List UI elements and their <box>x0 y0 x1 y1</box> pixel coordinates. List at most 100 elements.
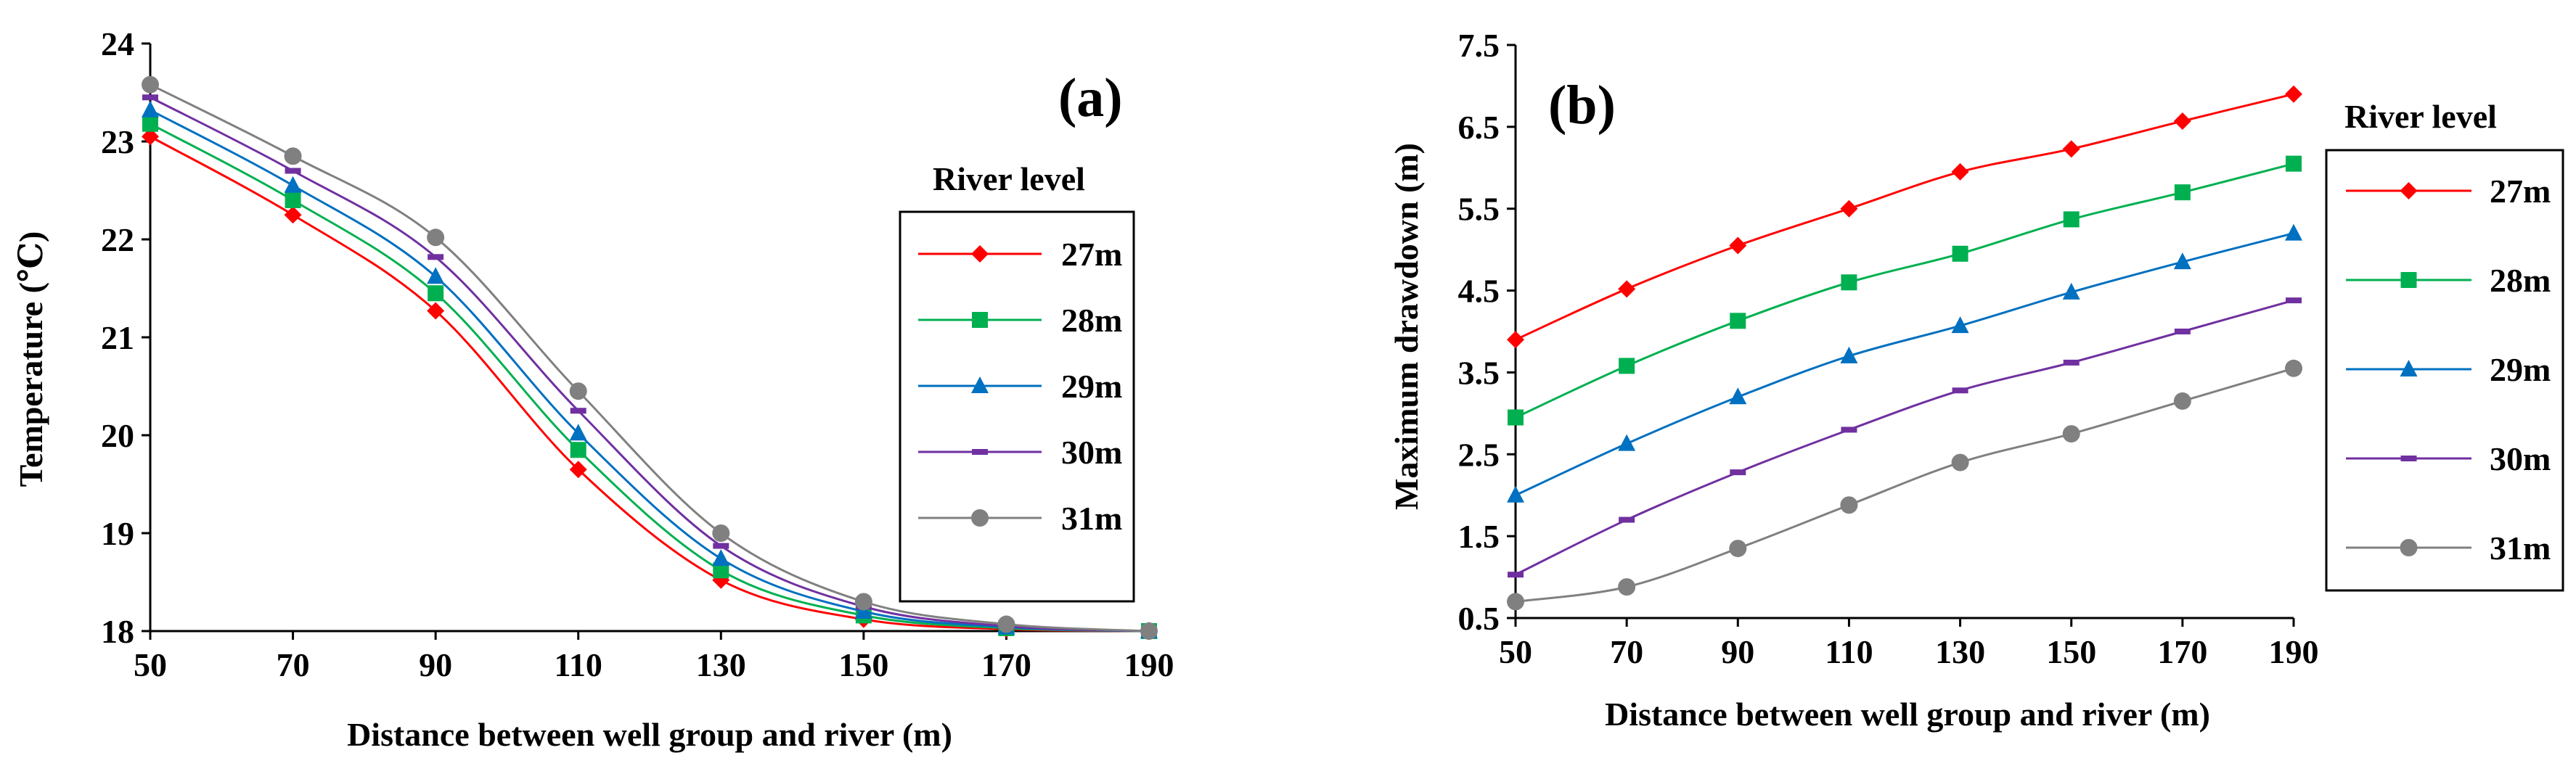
series-line-31m <box>150 83 1150 633</box>
data-point-28m <box>570 442 586 458</box>
x-tick-label: 170 <box>2157 633 2207 670</box>
legend-entry-30m: 30m <box>2490 440 2551 477</box>
data-point-30m <box>1619 516 1635 523</box>
y-tick-label: 2.5 <box>1458 436 1500 473</box>
x-tick-label: 150 <box>838 646 888 683</box>
data-point-31m <box>1507 593 1524 611</box>
data-point-31m <box>1618 578 1636 596</box>
legend-marker-31m <box>971 509 989 527</box>
series-line-29m <box>150 109 1150 633</box>
data-point-30m <box>2174 329 2191 334</box>
y-tick-label: 19 <box>101 515 134 552</box>
x-tick-label: 70 <box>277 646 310 683</box>
legend-title-b: River level <box>2344 98 2497 135</box>
data-point-29m <box>2173 252 2191 270</box>
x-tick-label: 110 <box>554 646 602 683</box>
series-line-29m <box>1515 232 2294 497</box>
data-point-30m <box>570 408 586 414</box>
data-point-30m <box>428 254 444 260</box>
y-tick-label: 24 <box>101 25 134 62</box>
data-point-29m <box>2062 282 2080 300</box>
x-tick-label: 90 <box>1721 633 1754 670</box>
data-point-29m <box>2285 223 2302 241</box>
chart-panel-b: (b) River level Distance between well gr… <box>1388 27 2564 733</box>
x-tick-label: 50 <box>1499 633 1532 670</box>
data-point-31m <box>712 524 730 542</box>
data-point-27m <box>2062 140 2080 158</box>
legend-entry-30m: 30m <box>1061 434 1122 471</box>
data-point-29m <box>1951 316 1969 334</box>
data-point-30m <box>2286 297 2302 304</box>
x-tick-label: 170 <box>981 646 1031 683</box>
panel-label-b: (b) <box>1548 75 1616 136</box>
data-point-31m <box>142 75 159 94</box>
data-point-28m <box>2063 211 2080 228</box>
data-point-31m <box>427 228 445 247</box>
legend-entry-27m: 27m <box>1061 236 1122 273</box>
y-axis-label-a: Temperature (℃) <box>12 231 49 487</box>
data-point-28m <box>142 115 158 132</box>
data-point-27m <box>142 128 159 146</box>
legend-marker-30m <box>2400 456 2417 461</box>
series-line-27m <box>150 135 1150 633</box>
data-point-30m <box>285 168 301 174</box>
data-point-28m <box>285 192 301 208</box>
legend-entry-29m: 29m <box>2490 351 2551 388</box>
x-tick-label: 190 <box>2269 633 2319 670</box>
panel-label-a: (a) <box>1058 67 1123 128</box>
y-tick-label: 22 <box>101 221 134 258</box>
data-point-31m <box>2173 392 2191 410</box>
data-point-28m <box>428 285 444 302</box>
data-point-28m <box>1619 358 1635 374</box>
data-point-28m <box>1730 313 1746 329</box>
legend-entry-28m: 28m <box>1061 302 1122 339</box>
data-point-30m <box>142 94 158 101</box>
data-point-29m <box>1840 346 1858 363</box>
y-tick-label: 21 <box>101 319 134 356</box>
data-point-29m <box>1618 434 1636 451</box>
data-point-27m <box>2173 112 2191 130</box>
legend-title-a: River level <box>933 160 1085 197</box>
data-point-28m <box>2286 155 2302 172</box>
data-point-27m <box>284 206 302 224</box>
data-point-27m <box>569 461 587 479</box>
data-point-27m <box>2285 85 2302 103</box>
y-tick-label: 3.5 <box>1458 354 1500 391</box>
y-tick-label: 0.5 <box>1458 600 1500 637</box>
data-point-30m <box>1730 469 1746 476</box>
data-point-29m <box>569 424 587 441</box>
data-point-28m <box>2174 184 2191 201</box>
legend-box <box>899 210 1135 603</box>
data-point-31m <box>2285 359 2302 377</box>
legend-entry-27m: 27m <box>2490 173 2551 210</box>
x-tick-label: 90 <box>419 646 452 683</box>
legend-entry-28m: 28m <box>2490 262 2551 299</box>
data-point-28m <box>1508 409 1524 426</box>
legend-marker-29m <box>971 376 989 393</box>
data-point-31m <box>1951 453 1969 471</box>
data-point-29m <box>1729 387 1747 405</box>
y-axis-label-b: Maximum drawdown (m) <box>1388 143 1425 510</box>
y-tick-label: 1.5 <box>1458 518 1500 555</box>
x-tick-label: 190 <box>1124 646 1174 683</box>
legend-marker-30m <box>972 449 988 455</box>
data-point-29m <box>142 100 159 118</box>
data-point-27m <box>1507 331 1524 349</box>
series-line-28m <box>1515 162 2294 419</box>
data-point-28m <box>1841 274 1857 291</box>
data-point-31m <box>854 593 872 611</box>
x-tick-label: 110 <box>1825 633 1873 670</box>
x-tick-label: 70 <box>1610 633 1643 670</box>
legend-marker-31m <box>2400 539 2418 556</box>
data-point-30m <box>2063 359 2080 366</box>
data-point-31m <box>997 615 1015 633</box>
series-line-30m <box>150 96 1150 633</box>
data-point-27m <box>1840 199 1858 218</box>
chart-panel-a: (a) River level Distance between well gr… <box>12 25 1174 753</box>
legend-entry-29m: 29m <box>1061 368 1122 405</box>
y-tick-label: 23 <box>101 123 134 160</box>
data-point-30m <box>713 543 729 549</box>
x-tick-label: 50 <box>134 646 167 683</box>
data-point-29m <box>427 267 445 284</box>
x-tick-label: 130 <box>696 646 746 683</box>
